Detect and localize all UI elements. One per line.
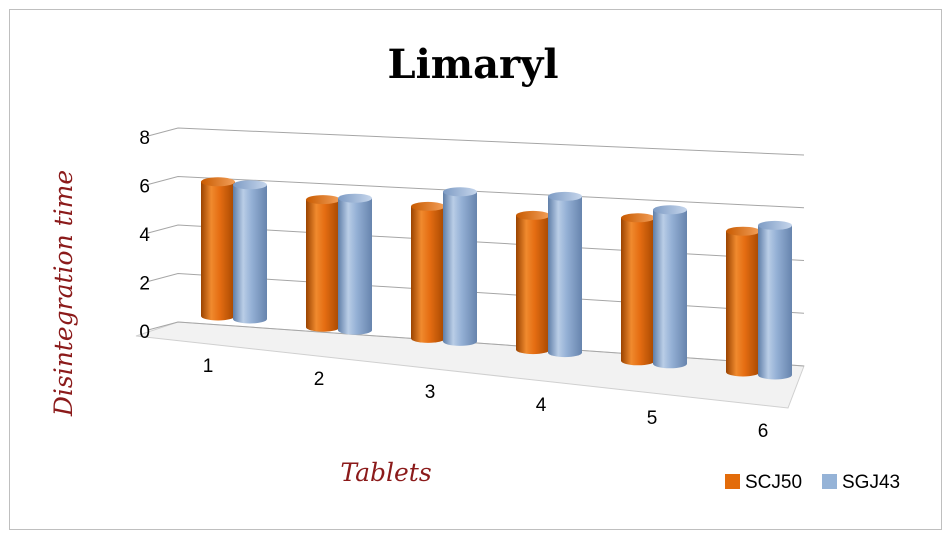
y-tick-label: 2 <box>139 274 150 295</box>
bar-top-sgj43-6 <box>758 220 792 230</box>
bar-top-scj50-6 <box>726 226 760 236</box>
bar-top-sgj43-4 <box>548 191 582 201</box>
x-tick-label: 2 <box>314 369 325 390</box>
bar-top-scj50-1 <box>201 177 235 187</box>
bar-scj50-1 <box>201 181 235 321</box>
y-axis-title: Disintegration time <box>49 170 78 417</box>
legend-label-sgj43: SGJ43 <box>842 472 900 493</box>
chart-border <box>9 9 942 530</box>
bar-sgj43-1 <box>233 184 267 324</box>
bars <box>201 177 792 380</box>
gridline <box>147 175 805 209</box>
bar-scj50-2 <box>306 199 340 332</box>
x-axis-title: Tablets <box>340 458 431 487</box>
bar-scj50-3 <box>411 206 445 343</box>
bar-top-scj50-5 <box>621 213 655 223</box>
y-tick-label: 6 <box>139 177 150 198</box>
legend-swatch-sgj43 <box>822 474 837 489</box>
bar-top-scj50-3 <box>411 201 445 211</box>
x-tick-label: 1 <box>203 356 214 377</box>
bar-sgj43-2 <box>338 198 372 335</box>
gridlines <box>147 127 805 367</box>
x-tick-label: 4 <box>536 395 547 416</box>
legend-label-scj50: SCJ50 <box>745 472 802 493</box>
gridline <box>147 127 805 156</box>
bar-top-sgj43-5 <box>653 205 687 215</box>
legend-swatch-scj50 <box>725 474 740 489</box>
bar-top-sgj43-3 <box>443 187 477 197</box>
bar-top-scj50-2 <box>306 195 340 205</box>
chart-title: Limaryl <box>387 41 558 88</box>
bar-scj50-6 <box>726 231 760 377</box>
y-tick-label: 0 <box>139 322 150 343</box>
bar-scj50-4 <box>516 215 550 355</box>
y-tick-labels: 0 2 4 6 8 <box>139 128 150 343</box>
bar-top-sgj43-2 <box>338 193 372 203</box>
bar-sgj43-4 <box>548 196 582 358</box>
x-tick-label: 6 <box>758 421 769 442</box>
bar-top-sgj43-1 <box>233 180 267 190</box>
gridline <box>147 224 805 261</box>
gridline <box>147 321 805 367</box>
x-tick-label: 5 <box>647 408 658 429</box>
x-tick-labels: 1 2 3 4 5 6 <box>203 356 769 442</box>
bar-top-scj50-4 <box>516 210 550 220</box>
gridline <box>147 272 805 314</box>
bar-sgj43-3 <box>443 191 477 346</box>
bar-sgj43-6 <box>758 225 792 380</box>
y-tick-label: 8 <box>139 128 150 149</box>
x-tick-label: 3 <box>425 382 436 403</box>
bar-sgj43-5 <box>653 209 687 369</box>
legend: SCJ50 SGJ43 <box>725 472 900 493</box>
bar-scj50-5 <box>621 217 655 366</box>
y-tick-label: 4 <box>139 225 150 246</box>
